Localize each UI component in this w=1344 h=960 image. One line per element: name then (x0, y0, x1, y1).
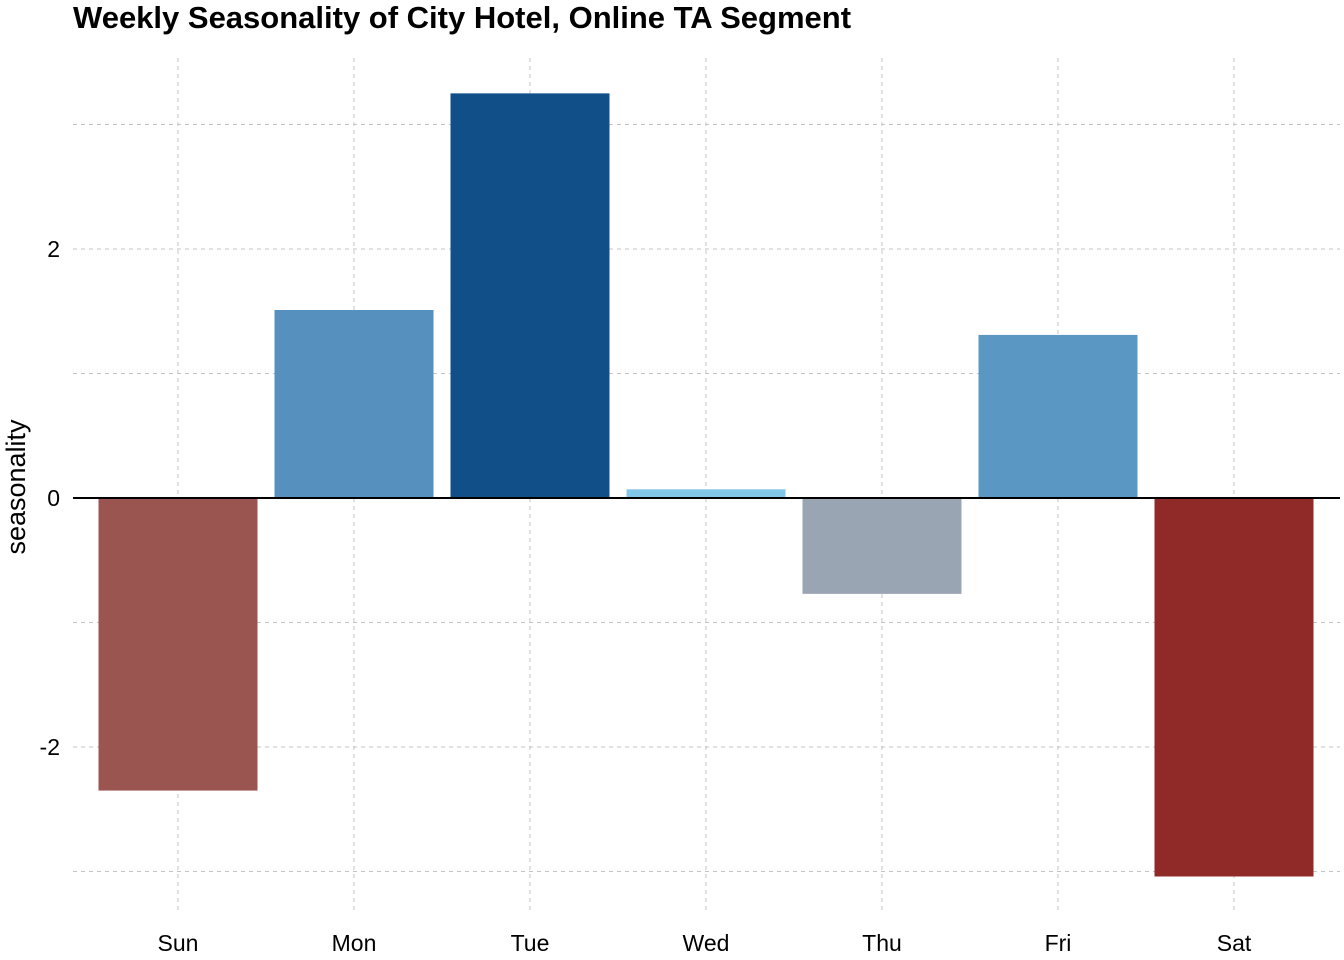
x-tick-label: Thu (862, 930, 902, 956)
y-tick-label: 2 (47, 236, 60, 262)
bar-fri (978, 334, 1138, 498)
bar-sat (1154, 498, 1314, 877)
y-axis-ticks: -2 0 2 (40, 236, 60, 760)
grid-lines (73, 58, 1340, 912)
x-axis-ticks: Sun Mon Tue Wed Thu Fri Sat (158, 930, 1252, 956)
bars (98, 93, 1314, 877)
bar-tue (450, 93, 610, 498)
y-axis-title: seasonality (1, 419, 31, 555)
x-tick-label: Sat (1217, 930, 1252, 956)
y-tick-label: 0 (47, 485, 60, 511)
x-tick-label: Fri (1045, 930, 1072, 956)
chart-title: Weekly Seasonality of City Hotel, Online… (73, 0, 852, 35)
x-tick-label: Wed (683, 930, 730, 956)
bar-sun (98, 498, 258, 791)
x-tick-label: Tue (511, 930, 550, 956)
bar-mon (274, 310, 434, 498)
x-tick-label: Mon (332, 930, 377, 956)
x-tick-label: Sun (158, 930, 199, 956)
bar-thu (802, 498, 962, 594)
bar-wed (626, 489, 786, 498)
y-tick-label: -2 (40, 734, 60, 760)
